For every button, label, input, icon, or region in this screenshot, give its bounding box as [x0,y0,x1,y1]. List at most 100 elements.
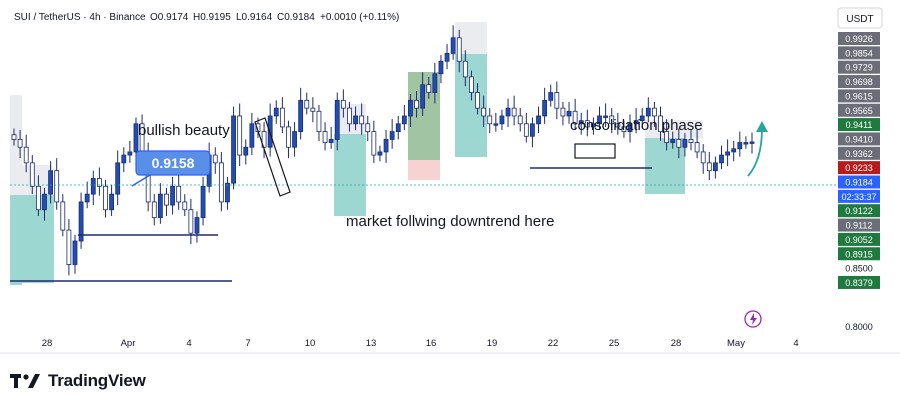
candle-body [578,120,584,125]
candle-body [200,185,206,218]
candle-body [127,151,133,156]
price-label-box [838,75,880,89]
zone-rect [10,95,22,195]
candle-body [530,123,535,137]
x-tick-label: 4 [186,338,191,349]
tradingview-brand[interactable]: TradingView [10,369,146,393]
price-label-box [838,161,880,175]
price-label-box [838,118,880,132]
consolidation-box [574,143,616,159]
candle-body [286,126,291,148]
symbol-title: SUI / TetherUS · 4h · Binance [14,12,146,23]
candle-body [493,123,499,126]
x-tick-label: 7 [245,338,250,349]
candle-body [499,115,505,125]
candle-body [633,120,639,125]
candle-body [365,123,371,133]
tradingview-logo-icon [10,374,40,388]
price-label: 0.9052 [845,235,873,245]
candle-body [511,107,517,117]
candle-body [645,107,651,117]
annotation-downtrend: market follwing downtrend here [346,213,554,230]
candle-body [243,146,249,156]
price-label-box [838,32,880,45]
candle-body [103,185,108,211]
candle-body [17,139,23,148]
candle-body [395,123,401,133]
candle-body [328,139,334,143]
time-axis[interactable]: 28 Apr 4 7 10 13 16 19 22 25 28 May 4 [42,338,799,349]
flash-icon[interactable] [744,310,762,328]
price-label: 0.9410 [845,134,873,144]
candles-layer [11,25,755,276]
candle-body [377,151,383,156]
price-label-box [838,146,880,160]
price-label-box [838,275,880,289]
candle-body [322,131,328,143]
candle-body [11,134,17,140]
candle-body [481,107,487,117]
candle-body [225,182,230,203]
candle-body [90,178,96,195]
support-lines [10,167,652,282]
candle-body [371,131,377,156]
bullish-flag-pattern [254,117,291,197]
zone-rect [10,195,22,285]
candle-body [408,99,413,117]
candle-body [310,107,316,112]
x-tick-label: Apr [121,338,136,349]
candle-body [78,201,84,242]
candle-body [151,201,157,218]
candle-body [157,193,163,218]
candle-body [60,201,66,231]
candle-body [469,76,474,93]
x-tick-label: 4 [793,338,798,349]
price-label-box [838,320,880,333]
price-label: 0.9565 [845,106,873,116]
price-label: 0.9184 [845,178,873,188]
candle-body [84,193,90,203]
currency-badge[interactable] [837,7,883,29]
candle-body [731,148,737,153]
candle-body [700,151,706,164]
candle-body [414,99,419,109]
candle-body [109,193,114,211]
candle-body [603,115,609,118]
candle-body [292,131,297,148]
projection-arrow-head [756,121,768,132]
candle-body [658,115,663,133]
projection-arrow [747,127,763,177]
candle-body [456,37,462,62]
candle-body [505,107,511,117]
candle-body [609,115,615,125]
candle-body [194,217,200,234]
candle-body [340,99,346,109]
x-tick-label: 19 [487,338,498,349]
price-label: 0.9729 [845,63,873,73]
candle-body [591,123,596,128]
candle-body [54,170,60,203]
candle-body [627,123,633,133]
candle-body [347,107,352,125]
price-label: 0.9112 [846,221,873,231]
candle-body [432,73,438,93]
candle-body [694,142,700,153]
candle-body [188,209,194,234]
candle-body [749,141,755,144]
candle-body [401,115,407,125]
price-label: 0.9854 [845,48,873,58]
candle-body [743,142,749,145]
candle-body [42,193,47,211]
candle-body [383,139,389,153]
price-scale[interactable]: 0.9926 0.9854 0.9729 0.9698 0.9615 0.9565 0.94… [838,32,880,333]
candle-body [719,154,724,164]
candle-body [298,99,304,133]
candle-body [176,185,182,203]
candle-body [359,115,365,125]
candle-body [420,84,426,109]
candle-body [389,131,395,140]
ohlc-open: O0.9174 [150,12,189,23]
candle-body [462,60,468,78]
candle-body [682,139,688,148]
